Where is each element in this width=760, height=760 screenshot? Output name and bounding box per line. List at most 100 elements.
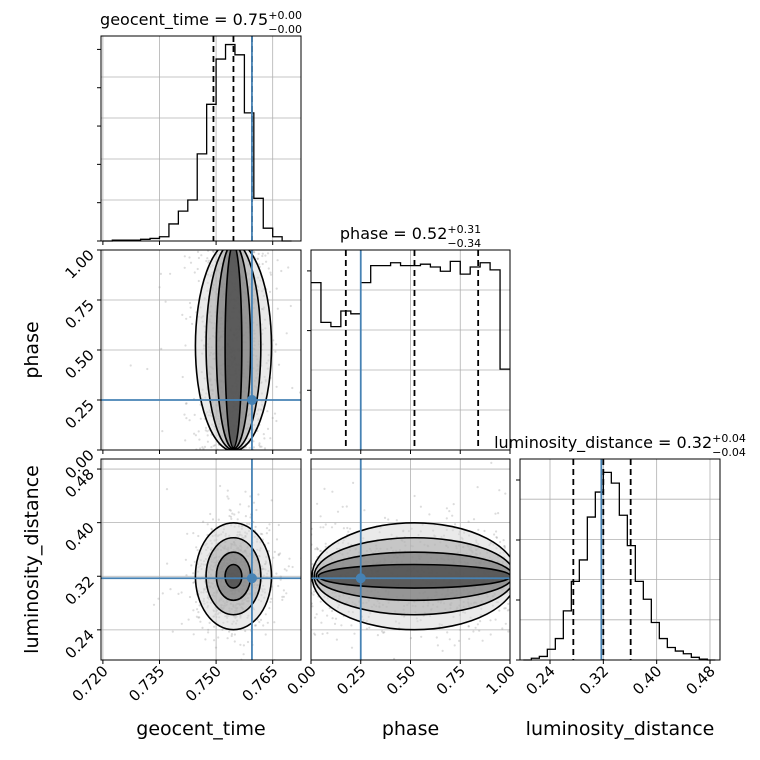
sample-point bbox=[183, 413, 186, 416]
truth-marker bbox=[246, 573, 257, 584]
panel-frame bbox=[310, 458, 511, 661]
sample-point bbox=[499, 540, 502, 544]
sample-point bbox=[198, 616, 201, 619]
sample-point bbox=[197, 534, 200, 538]
sample-point bbox=[364, 711, 366, 713]
panel-hist-geocent_time: geocent_time = 0.75+0.00−0.00 bbox=[97, 9, 302, 245]
sample-point bbox=[258, 263, 261, 266]
sample-point bbox=[268, 529, 271, 532]
sample-point bbox=[319, 549, 322, 553]
sample-point bbox=[324, 523, 327, 526]
sample-point bbox=[247, 505, 250, 508]
sample-point bbox=[331, 617, 334, 620]
sample-point bbox=[258, 442, 261, 445]
sample-point bbox=[185, 402, 188, 405]
sample-point bbox=[200, 254, 203, 257]
sample-point bbox=[340, 624, 343, 627]
sample-point bbox=[454, 523, 457, 526]
sample-point bbox=[376, 634, 379, 637]
sample-point bbox=[287, 565, 290, 568]
sample-point bbox=[181, 313, 184, 316]
sample-point bbox=[205, 259, 208, 263]
sample-point bbox=[129, 364, 132, 367]
sample-point bbox=[451, 514, 454, 517]
sample-point bbox=[246, 522, 249, 525]
sample-point bbox=[184, 558, 187, 561]
sample-point bbox=[287, 266, 290, 269]
panel-frame bbox=[100, 458, 302, 661]
sample-point bbox=[196, 250, 200, 253]
sample-point bbox=[419, 505, 422, 508]
x-tick-label-geocent_time: 0.720 bbox=[69, 662, 112, 705]
sample-point bbox=[422, 685, 424, 687]
x-tick-label-luminosity_distance: 0.32 bbox=[576, 662, 612, 698]
sample-point bbox=[477, 528, 480, 532]
sample-point bbox=[209, 512, 212, 516]
sample-point bbox=[264, 633, 267, 636]
sample-point bbox=[157, 597, 160, 600]
x-tick-label-phase: 0.75 bbox=[433, 662, 469, 698]
sample-point bbox=[270, 597, 273, 600]
sample-point bbox=[335, 638, 338, 641]
sample-point bbox=[479, 620, 482, 623]
sample-point bbox=[187, 618, 190, 621]
sample-point bbox=[226, 637, 229, 640]
sample-point bbox=[313, 632, 316, 635]
sample-point bbox=[181, 375, 184, 379]
sample-point bbox=[498, 609, 501, 612]
sample-point bbox=[319, 526, 322, 529]
sample-point bbox=[189, 261, 193, 264]
sample-point bbox=[489, 619, 492, 622]
sample-point bbox=[285, 569, 288, 572]
sample-point bbox=[214, 646, 218, 649]
sample-point bbox=[264, 613, 267, 616]
sample-point bbox=[285, 332, 288, 335]
sample-point bbox=[381, 630, 384, 633]
sample-point bbox=[201, 446, 204, 449]
sample-point bbox=[383, 516, 387, 520]
sample-point bbox=[248, 522, 251, 526]
sample-point bbox=[275, 538, 279, 541]
histogram-step-geocent_time bbox=[102, 43, 292, 242]
sample-point bbox=[228, 514, 231, 518]
sample-point bbox=[263, 447, 267, 450]
sample-point bbox=[420, 635, 423, 638]
sample-point bbox=[192, 572, 195, 575]
sample-point bbox=[188, 595, 192, 599]
sample-point bbox=[183, 266, 186, 269]
sample-point bbox=[448, 510, 451, 513]
sample-point bbox=[320, 621, 323, 624]
sample-point bbox=[226, 495, 229, 498]
panel-title-luminosity_distance: luminosity_distance = 0.32+0.04 bbox=[494, 432, 746, 453]
sample-point bbox=[228, 508, 231, 511]
sample-point bbox=[204, 429, 207, 432]
sample-point bbox=[330, 526, 334, 529]
sample-point bbox=[261, 533, 264, 536]
sample-point bbox=[146, 367, 149, 371]
sample-point bbox=[269, 273, 273, 276]
sample-point bbox=[276, 307, 279, 310]
sample-point bbox=[467, 625, 470, 628]
sample-point bbox=[319, 600, 322, 603]
sample-point bbox=[409, 637, 412, 640]
sample-point bbox=[199, 447, 202, 450]
sample-point bbox=[312, 419, 314, 421]
sample-point bbox=[277, 363, 281, 366]
sample-point bbox=[275, 572, 278, 575]
sample-point bbox=[213, 639, 216, 642]
title-lower-error: −0.00 bbox=[268, 23, 302, 36]
sample-point bbox=[313, 590, 316, 593]
y-tick-label-phase: 0.25 bbox=[61, 396, 97, 432]
histogram-step-luminosity_distance bbox=[523, 471, 716, 661]
sample-point bbox=[193, 271, 196, 274]
sample-point bbox=[237, 511, 240, 514]
sample-point bbox=[194, 434, 197, 437]
sample-point bbox=[196, 549, 199, 552]
panel-title-phase: phase = 0.52+0.31 bbox=[340, 223, 481, 243]
sample-point bbox=[207, 259, 210, 262]
sample-point bbox=[503, 607, 506, 610]
sample-point bbox=[495, 536, 498, 539]
sample-point bbox=[242, 644, 245, 647]
sample-point bbox=[260, 445, 263, 448]
